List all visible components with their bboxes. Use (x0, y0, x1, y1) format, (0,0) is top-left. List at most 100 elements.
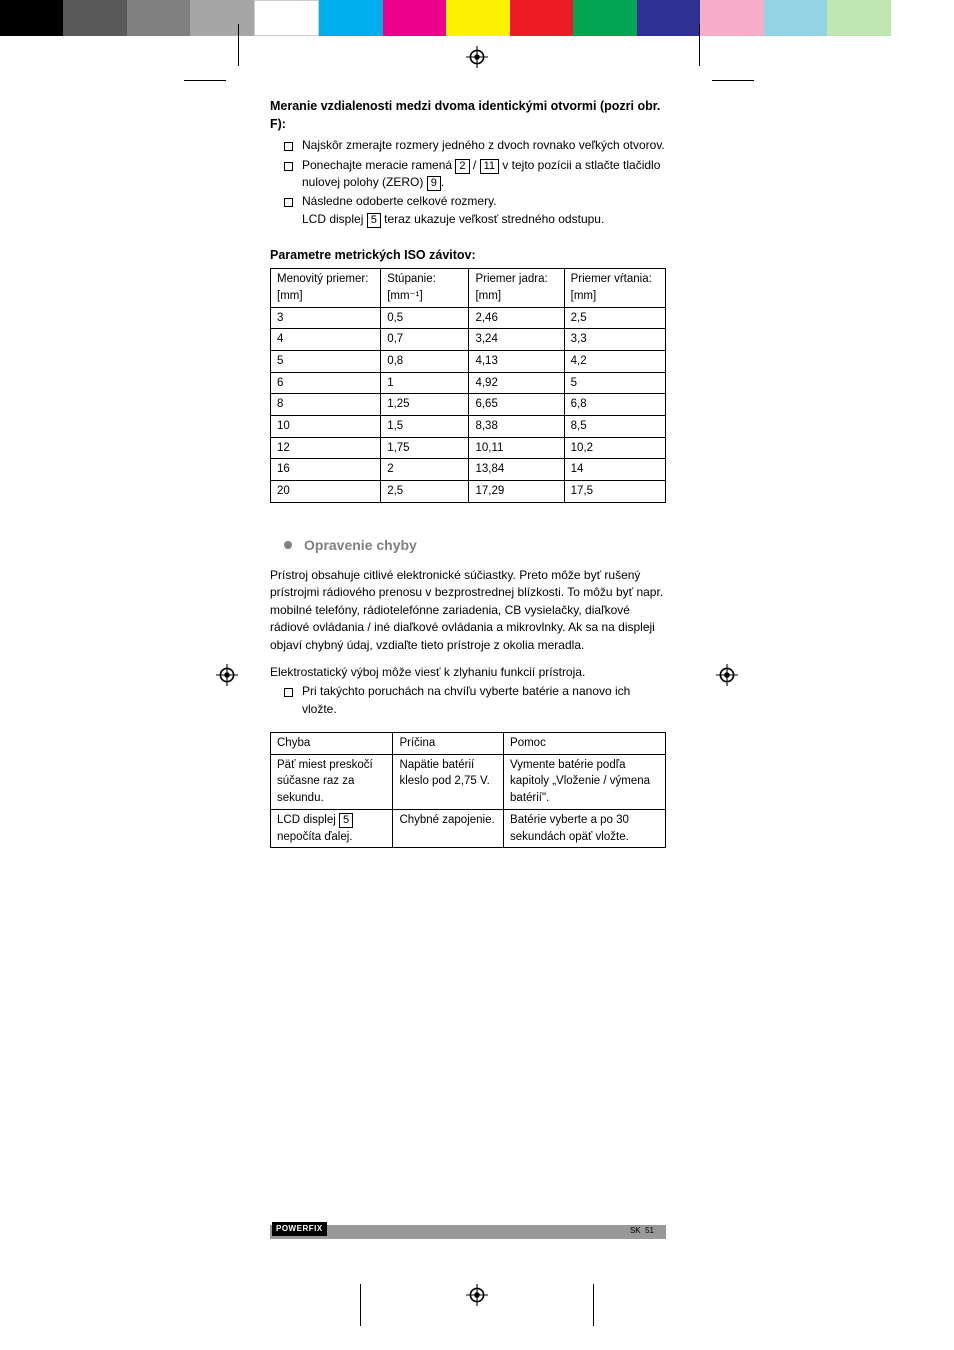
list-item: Najskôr zmerajte rozmery jedného z dvoch… (270, 137, 666, 154)
crop-mark (360, 1284, 361, 1326)
table-cell: 0,7 (381, 329, 469, 351)
table-header: Stúpanie: [mm⁻¹] (381, 269, 469, 307)
table-row: 614,925 (271, 372, 666, 394)
ref-number: 9 (427, 176, 441, 191)
table-cell: Napätie batérií kleslo pod 2,75 V. (393, 754, 504, 809)
table-cell: 6 (271, 372, 381, 394)
ref-number: 11 (480, 159, 499, 174)
instruction-list: Pri takýchto poruchách na chvíľu vyberte… (270, 683, 666, 718)
table-cell: 8,5 (564, 416, 665, 438)
table-row: 121,7510,1110,2 (271, 437, 666, 459)
heading-measure: Meranie vzdialenosti medzi dvoma identic… (270, 97, 666, 133)
crop-mark (238, 24, 239, 66)
section-heading-troubleshoot: Opravenie chyby (284, 535, 666, 555)
table-row: 30,52,462,5 (271, 307, 666, 329)
text: Ponechajte meracie ramená (302, 158, 455, 172)
table-header-row: Chyba Príčina Pomoc (271, 733, 666, 755)
crop-mark (712, 80, 754, 81)
section-title: Opravenie chyby (304, 535, 417, 555)
table-header: Priemer jadra: [mm] (469, 269, 564, 307)
troubleshoot-table: Chyba Príčina Pomoc Päť miest preskočí s… (270, 732, 666, 848)
table-cell: 2,46 (469, 307, 564, 329)
ref-number: 2 (455, 159, 469, 174)
table-row: Päť miest preskočí súčasne raz za sekund… (271, 754, 666, 809)
registration-mark-icon (716, 664, 738, 686)
table-cell: 4,13 (469, 351, 564, 373)
table-cell: 3,3 (564, 329, 665, 351)
table-cell: Päť miest preskočí súčasne raz za sekund… (271, 754, 393, 809)
crop-mark (184, 80, 226, 81)
table-cell: 1 (381, 372, 469, 394)
table-row: 81,256,656,8 (271, 394, 666, 416)
table-header: Pomoc (504, 733, 666, 755)
table-cell: 1,75 (381, 437, 469, 459)
table-cell: Vymente batérie podľa kapitoly „Vloženie… (504, 754, 666, 809)
list-item: Následne odoberte celkové rozmery. LCD d… (270, 193, 666, 228)
table-cell: 10,11 (469, 437, 564, 459)
paragraph: Prístroj obsahuje citlivé elektronické s… (270, 567, 666, 654)
table-row: LCD displej 5 nepočíta ďalej. Chybné zap… (271, 809, 666, 847)
table-row: 202,517,2917,5 (271, 481, 666, 503)
table-row: 16213,8414 (271, 459, 666, 481)
crop-mark (699, 24, 700, 66)
crop-mark (593, 1284, 594, 1326)
table-cell: 10,2 (564, 437, 665, 459)
table-cell: LCD displej 5 nepočíta ďalej. (271, 809, 393, 847)
text: . (441, 175, 444, 189)
table-cell: Batérie vyberte a po 30 sekundách opäť v… (504, 809, 666, 847)
table-header: Príčina (393, 733, 504, 755)
table-cell: 1,5 (381, 416, 469, 438)
text: teraz ukazuje veľkosť stredného odstupu. (381, 212, 604, 226)
footer-page-number: SK 51 (630, 1225, 654, 1237)
table-header-row: Menovitý priemer: [mm] Stúpanie: [mm⁻¹] … (271, 269, 666, 307)
table-cell: 17,29 (469, 481, 564, 503)
list-item: Pri takýchto poruchách na chvíľu vyberte… (270, 683, 666, 718)
registration-mark-icon (216, 664, 238, 686)
text: Pri takýchto poruchách na chvíľu vyberte… (302, 684, 630, 715)
footer-logo: POWERFIX (272, 1222, 327, 1236)
iso-thread-table: Menovitý priemer: [mm] Stúpanie: [mm⁻¹] … (270, 268, 666, 502)
table-cell: 8,38 (469, 416, 564, 438)
ref-number: 5 (367, 213, 381, 228)
table-cell: 4 (271, 329, 381, 351)
lang-code: SK (630, 1226, 641, 1235)
table-cell: 2,5 (381, 481, 469, 503)
table-cell: 13,84 (469, 459, 564, 481)
text: LCD displej (277, 814, 339, 826)
text: Najskôr zmerajte rozmery jedného z dvoch… (302, 138, 665, 152)
bullet-icon (284, 541, 292, 549)
text: / (470, 158, 480, 172)
table-cell: 8 (271, 394, 381, 416)
table-cell: 5 (564, 372, 665, 394)
table-cell: 0,5 (381, 307, 469, 329)
registration-mark-icon (466, 1284, 488, 1306)
table-cell: 17,5 (564, 481, 665, 503)
table-cell: 6,8 (564, 394, 665, 416)
table-cell: 10 (271, 416, 381, 438)
print-color-bar (0, 0, 954, 36)
footer-bar: POWERFIX SK 51 (270, 1225, 666, 1239)
table-cell: Chybné zapojenie. (393, 809, 504, 847)
table-header: Chyba (271, 733, 393, 755)
text: nepočíta ďalej. (277, 831, 352, 843)
instruction-list: Najskôr zmerajte rozmery jedného z dvoch… (270, 137, 666, 228)
table-cell: 0,8 (381, 351, 469, 373)
table-header: Menovitý priemer: [mm] (271, 269, 381, 307)
table-cell: 20 (271, 481, 381, 503)
ref-number: 5 (339, 813, 353, 828)
table-row: 40,73,243,3 (271, 329, 666, 351)
table-cell: 12 (271, 437, 381, 459)
page-num: 51 (645, 1226, 654, 1235)
heading-parameters: Parametre metrických ISO závitov: (270, 246, 666, 264)
paragraph: Elektrostatický výboj môže viesť k zlyha… (270, 664, 666, 681)
table-cell: 4,2 (564, 351, 665, 373)
table-cell: 16 (271, 459, 381, 481)
table-cell: 2 (381, 459, 469, 481)
table-cell: 3,24 (469, 329, 564, 351)
text: LCD displej (302, 212, 367, 226)
table-cell: 14 (564, 459, 665, 481)
table-row: 101,58,388,5 (271, 416, 666, 438)
document-page: Meranie vzdialenosti medzi dvoma identic… (270, 85, 666, 848)
text: Následne odoberte celkové rozmery. (302, 194, 497, 208)
list-item: Ponechajte meracie ramená 2 / 11 v tejto… (270, 157, 666, 192)
